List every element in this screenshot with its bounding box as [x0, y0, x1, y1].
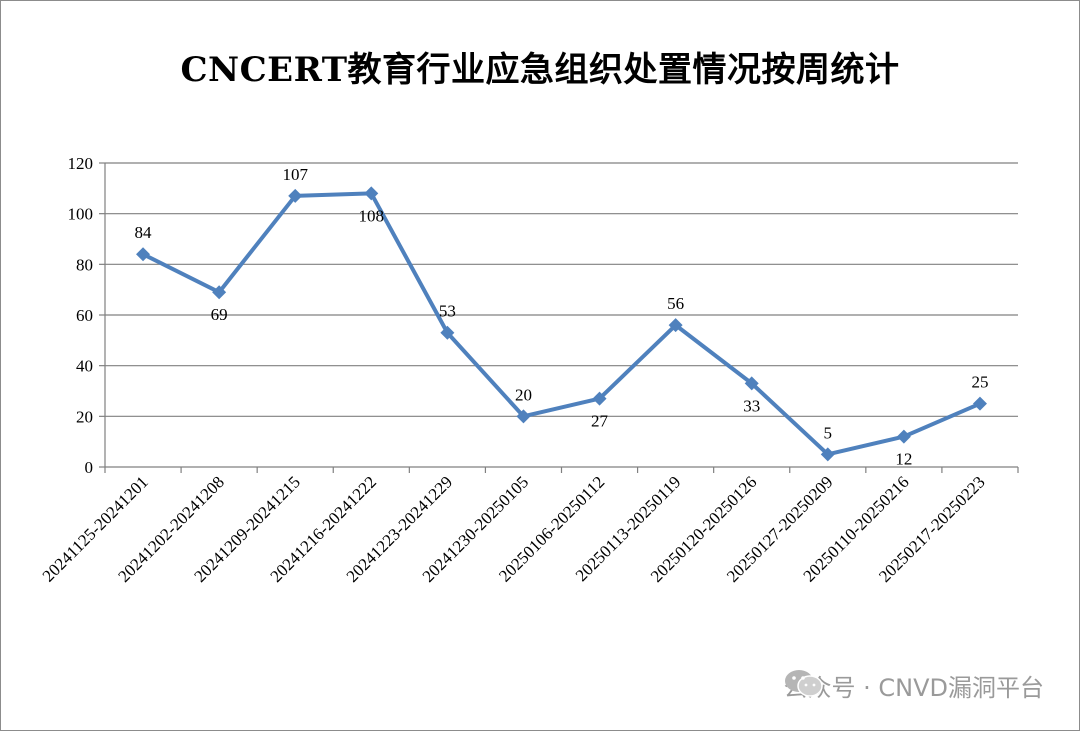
data-point — [592, 391, 607, 406]
series-line — [136, 186, 987, 462]
data-label: 53 — [439, 302, 456, 321]
y-axis: 0 20 40 60 80 100 120 — [68, 154, 106, 477]
data-label: 12 — [895, 450, 912, 469]
y-tick-label: 20 — [76, 407, 93, 426]
data-label: 20 — [515, 385, 532, 404]
data-label: 108 — [359, 206, 385, 225]
data-point — [288, 188, 303, 203]
data-point — [212, 285, 227, 300]
data-point — [516, 409, 531, 424]
data-label: 69 — [211, 305, 228, 324]
data-label: 84 — [135, 223, 153, 242]
x-axis: 20241125-2024120120241202-20241208202412… — [39, 467, 1019, 586]
wechat-icon — [784, 670, 823, 697]
data-label: 107 — [282, 165, 308, 184]
chart-title: CNCERT教育行业应急组织处置情况按周统计 — [180, 50, 900, 90]
y-tick-label: 100 — [68, 205, 94, 224]
data-point — [136, 247, 151, 262]
data-label: 27 — [591, 412, 609, 431]
data-point — [364, 186, 379, 201]
data-point — [440, 325, 455, 340]
y-tick-label: 80 — [76, 255, 93, 274]
data-point — [744, 376, 759, 391]
y-tick-label: 0 — [85, 458, 94, 477]
y-tick-label: 40 — [76, 357, 93, 376]
watermark-text: 公众号 · CNVD漏洞平台 — [783, 674, 1045, 702]
y-tick-label: 60 — [76, 306, 93, 325]
gridlines — [105, 162, 1018, 468]
data-point — [896, 429, 911, 444]
data-point — [972, 396, 987, 411]
data-label: 25 — [971, 373, 988, 392]
data-label: 5 — [824, 423, 833, 442]
series-path — [142, 191, 981, 457]
data-point — [668, 318, 683, 333]
data-point — [820, 447, 835, 462]
watermark: 公众号 · CNVD漏洞平台 — [783, 668, 1045, 703]
data-label: 56 — [667, 294, 684, 313]
data-labels: 84 69 107 108 53 20 27 56 33 5 12 25 — [135, 165, 989, 469]
data-label: 33 — [743, 396, 760, 415]
y-tick-label: 120 — [68, 154, 94, 173]
